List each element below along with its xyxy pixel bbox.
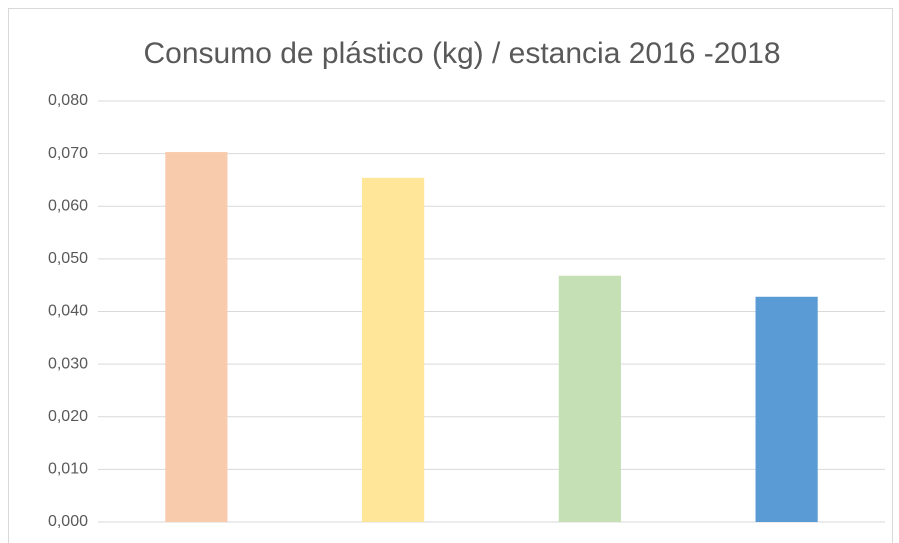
bar: [165, 152, 228, 522]
y-tick-label: 0,000: [48, 513, 88, 530]
y-tick-label: 0,050: [48, 250, 88, 267]
chart-border: [8, 8, 893, 543]
y-tick-label: 0,030: [48, 355, 88, 372]
bar: [362, 177, 425, 522]
y-tick-label: 0,040: [48, 303, 88, 320]
chart-title: Consumo de plástico (kg) / estancia 2016…: [143, 37, 780, 70]
bar: [755, 296, 818, 522]
y-tick-label: 0,010: [48, 461, 88, 478]
bar: [558, 275, 621, 522]
y-tick-label: 0,060: [48, 197, 88, 214]
y-tick-label: 0,020: [48, 408, 88, 425]
y-tick-label: 0,080: [48, 92, 88, 109]
y-tick-label: 0,070: [48, 145, 88, 162]
